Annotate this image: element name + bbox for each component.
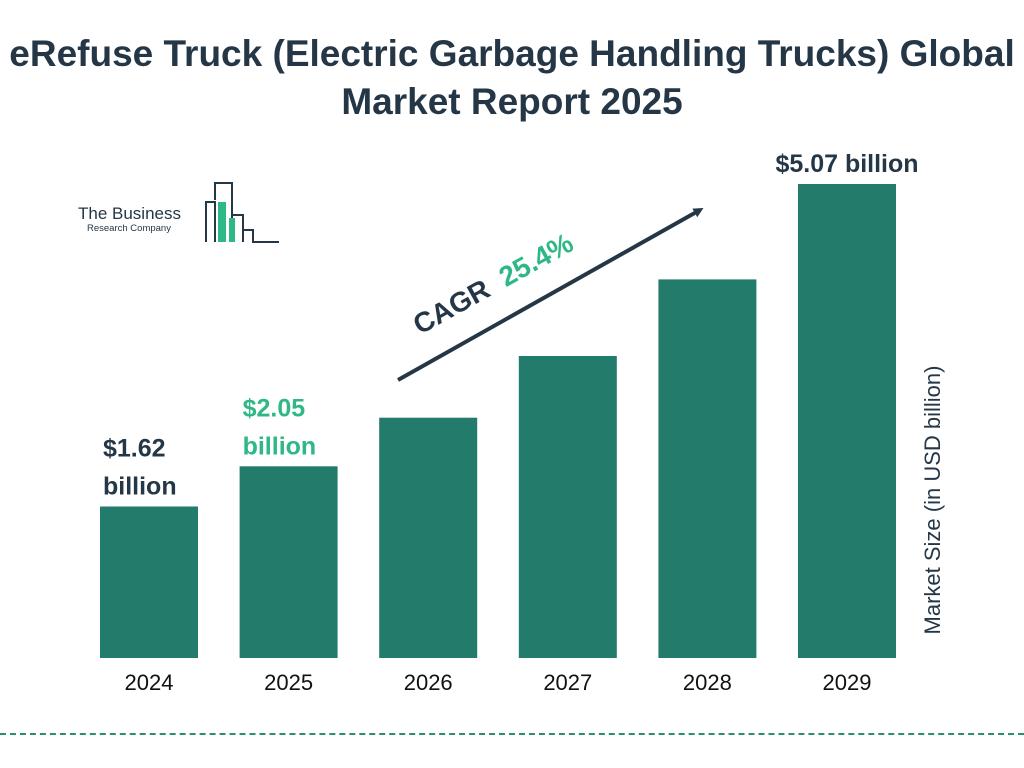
data-label-2025: billion — [243, 432, 317, 460]
cagr-annotation: CAGR 25.4% — [408, 227, 578, 340]
data-label-2025: $2.05 — [243, 394, 306, 422]
logo-text-line1: The Business — [78, 204, 181, 223]
x-tick-label: 2026 — [404, 670, 453, 695]
cagr-value: 25.4% — [494, 227, 579, 293]
bar-2028 — [658, 279, 757, 658]
x-tick-label: 2027 — [543, 670, 592, 695]
x-tick-label: 2025 — [264, 670, 313, 695]
cagr-label: CAGR — [408, 273, 495, 340]
x-tick-label: 2024 — [125, 670, 174, 695]
building-bars-logo-icon — [205, 182, 279, 243]
bar-2027 — [518, 356, 617, 658]
data-label-2024: billion — [103, 473, 177, 501]
bar-2026 — [379, 417, 478, 658]
x-tick-label: 2029 — [823, 670, 872, 695]
data-label-2024: $1.62 — [103, 435, 166, 463]
footer-dashed-divider — [0, 733, 1024, 735]
bar-2025 — [239, 466, 338, 658]
x-tick-label: 2028 — [683, 670, 732, 695]
company-logo: The Business Research Company — [78, 180, 283, 244]
bar-2024 — [100, 506, 198, 658]
y-axis-label: Market Size (in USD billion) — [920, 366, 945, 635]
data-label-2029: $5.07 billion — [775, 150, 918, 178]
bar-2029 — [798, 184, 896, 658]
chart-title: eRefuse Truck (Electric Garbage Handling… — [9, 33, 1015, 122]
cagr-arrow — [397, 208, 704, 382]
logo-text-line2: Research Company — [87, 223, 171, 234]
